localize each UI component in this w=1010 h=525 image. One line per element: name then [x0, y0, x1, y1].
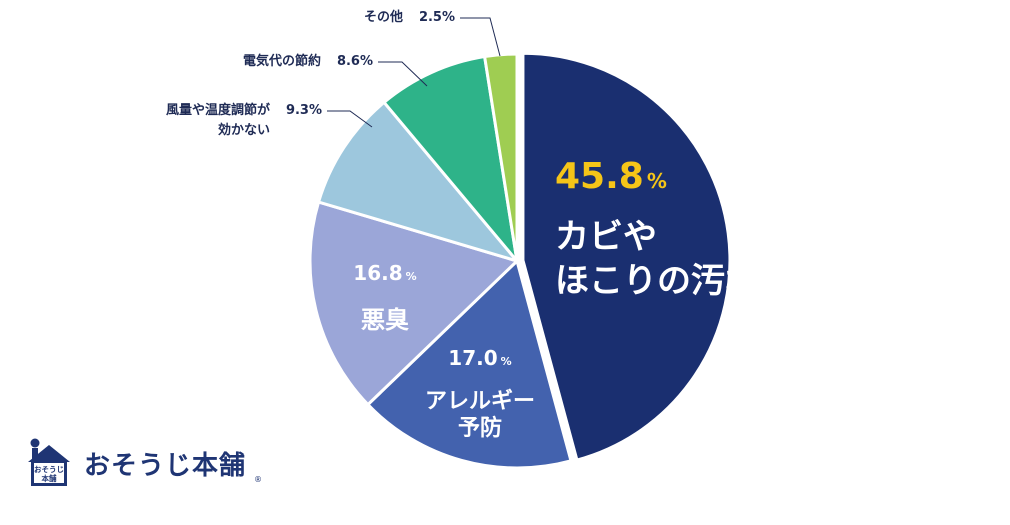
slice-category-label: ほこりの汚れ — [555, 261, 759, 301]
brand-logo: おそうじ 本舗 おそうじ本舗 ® — [22, 436, 262, 490]
pie-slice — [308, 200, 520, 407]
slice-category-label: 悪臭 — [361, 306, 409, 334]
slice-value-label: 17.0% — [448, 346, 511, 370]
pie-slices — [308, 51, 732, 470]
pie-slice — [365, 258, 573, 470]
slice-category-label: その他 — [364, 9, 403, 25]
slice-value-label: 2.5% — [419, 10, 455, 25]
slice-category-label: アレルギー — [425, 389, 535, 414]
house-logo-icon: おそうじ 本舗 — [28, 438, 70, 486]
logo-reg-mark: ® — [254, 475, 263, 484]
leader-line — [460, 17, 501, 57]
slice-category-label: 効かない — [218, 122, 270, 138]
slice-category-label: 予防 — [458, 416, 502, 441]
slice-category-label: カビや — [555, 217, 657, 257]
leader-line — [327, 110, 373, 128]
slice-category-label: 風量や温度調節が — [166, 102, 270, 118]
slice-value-label: 16.8% — [353, 261, 416, 285]
leader-lines — [327, 17, 501, 128]
pie-slice — [482, 52, 519, 262]
logo-badge-text-2: 本舗 — [41, 473, 57, 483]
pie-slice — [381, 54, 520, 267]
slice-value-label: 8.6% — [337, 54, 373, 69]
slice-category-label: 電気代の節約 — [243, 53, 321, 69]
slice-value-label: 45.8% — [555, 156, 667, 197]
leader-line — [378, 61, 428, 87]
pie-slice — [521, 51, 732, 462]
slice-value-label: 9.3% — [286, 103, 322, 118]
logo-name: おそうじ本舗 — [84, 450, 247, 481]
pie-slice — [316, 100, 522, 264]
logo-badge-text-1: おそうじ — [34, 465, 64, 474]
